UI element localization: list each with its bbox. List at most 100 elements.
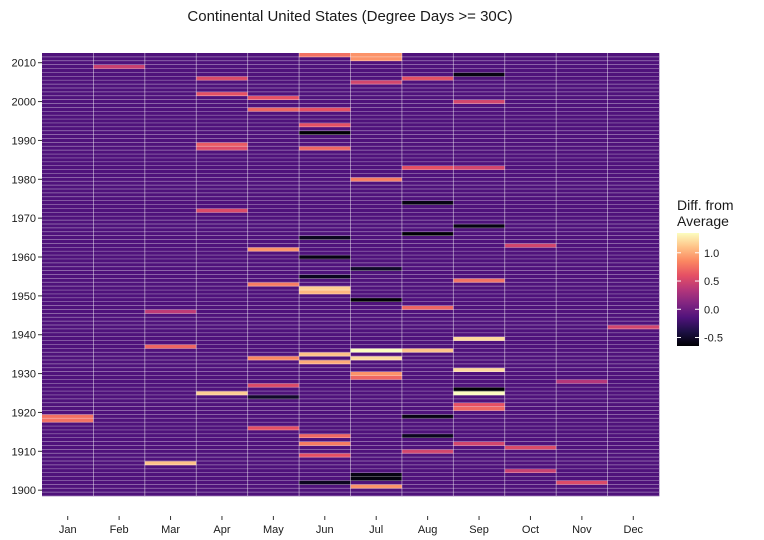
heatmap-cell [453,437,506,442]
heatmap-cell [299,367,351,372]
heatmap-cell [93,142,146,147]
heatmap-cell [350,76,403,81]
heatmap-cell [350,270,403,275]
heatmap-cell [607,282,660,287]
heatmap-cell [144,84,197,89]
heatmap-cell [350,383,403,388]
heatmap-cell [607,461,660,466]
heatmap-cell [299,305,351,310]
heatmap-cell [247,278,300,283]
heatmap-cell [607,64,660,69]
heatmap-cell [556,328,608,334]
heatmap-cell [607,321,660,326]
heatmap-cell [607,293,660,299]
heatmap-cell [247,196,300,201]
heatmap-cell [607,332,660,337]
heatmap-cell [401,196,454,201]
heatmap-cell [350,165,403,170]
heatmap-cell [607,84,660,89]
heatmap-cell [42,410,94,415]
heatmap-cell [401,251,454,256]
heatmap-cell [299,398,351,404]
heatmap-cell [607,173,660,178]
heatmap-cell [196,255,248,260]
heatmap-cell [196,433,248,439]
heatmap-cell [42,247,94,252]
heatmap-cell [93,406,146,411]
heatmap-cell [453,138,506,143]
heatmap-cell [504,115,557,120]
heatmap-cell [42,321,94,326]
heatmap-cell [42,251,94,256]
heatmap-cell [607,328,660,334]
heatmap-cell [350,394,403,400]
heatmap-cell [93,99,146,104]
heatmap-cell [299,165,351,170]
heatmap-cell [401,398,454,404]
heatmap-cell [453,402,506,407]
heatmap-cell [401,468,454,473]
heatmap-cell [93,367,146,372]
heatmap-cell [144,212,197,217]
heatmap-cell [350,274,403,279]
heatmap-cell [299,449,351,454]
heatmap-cell [42,192,94,198]
heatmap-cell [453,290,506,295]
heatmap-cell [556,363,608,369]
legend-title-line1: Diff. from [677,197,734,213]
heatmap-cell [42,111,94,116]
heatmap-cell [556,367,608,372]
heatmap-cell [556,476,608,481]
heatmap-cell [93,243,146,248]
y-axis-tick-label: 1940 [12,330,36,342]
heatmap-cell [401,325,454,330]
heatmap-cell [247,122,300,128]
heatmap-cell [453,406,506,411]
heatmap-cell [607,177,660,182]
heatmap-cell [607,255,660,260]
heatmap-cell [556,119,608,124]
heatmap-cell [607,480,660,485]
heatmap-cell [196,290,248,295]
heatmap-cell [299,64,351,69]
heatmap-cell [144,138,197,143]
heatmap-cell [42,484,94,489]
heatmap-cell [247,266,300,271]
heatmap-cell [144,422,197,427]
heatmap-cell [299,177,351,182]
heatmap-cell [42,445,94,450]
heatmap-cell [556,142,608,147]
heatmap-cell [556,394,608,400]
heatmap-cell [196,247,248,252]
heatmap-cell [607,290,660,295]
heatmap-cell [93,161,146,166]
heatmap-cell [196,379,248,384]
heatmap-cell [247,247,300,252]
heatmap-cell [453,231,506,236]
heatmap-cell [299,414,351,419]
heatmap-cell [401,53,454,58]
heatmap-cell [196,196,248,201]
heatmap-cell [556,216,608,221]
heatmap-cell [350,328,403,334]
heatmap-cell [504,157,557,163]
heatmap-cell [144,336,197,341]
heatmap-cell [453,348,506,353]
heatmap-cell [247,429,300,435]
heatmap-cell [401,60,454,65]
heatmap-cell [42,204,94,209]
heatmap-cell [196,251,248,256]
heatmap-cell [607,383,660,388]
heatmap-cell [350,476,403,481]
heatmap-cell [299,402,351,407]
heatmap-cell [401,321,454,326]
heatmap-cell [42,480,94,485]
heatmap-cell [401,290,454,295]
heatmap-cell [196,359,248,365]
heatmap-cell [401,274,454,279]
heatmap-cell [401,204,454,209]
heatmap-cell [453,321,506,326]
heatmap-cell [299,157,351,163]
heatmap-cell [144,239,197,244]
heatmap-cell [453,134,506,139]
